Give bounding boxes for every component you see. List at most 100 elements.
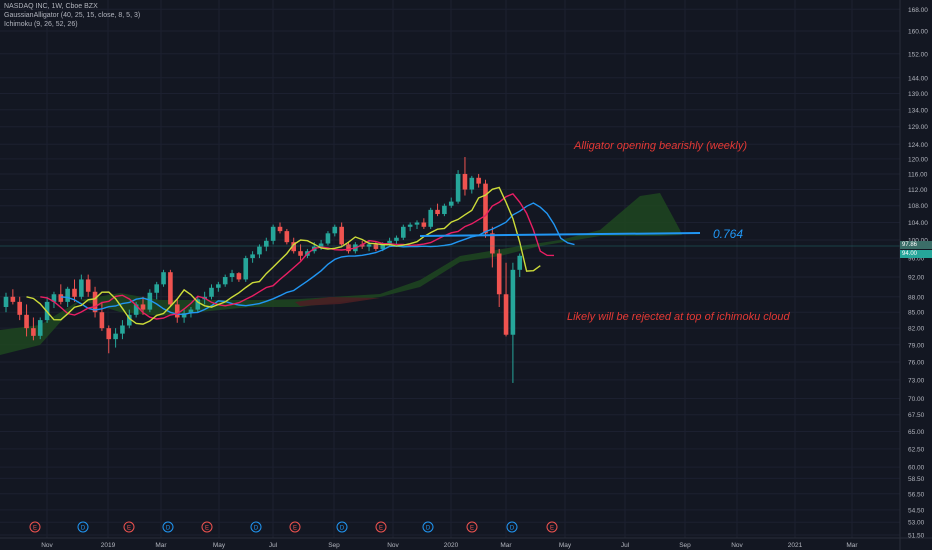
dividend-marker — [336, 521, 348, 533]
alligator-indicator-label: GaussianAlligator (40, 25, 15, close, 8,… — [4, 12, 141, 19]
candle-body — [421, 222, 427, 227]
candle-body — [37, 320, 43, 336]
candle-body — [106, 328, 112, 340]
price-tick-label: 56.50 — [908, 491, 925, 498]
price-tick-label: 129.00 — [908, 124, 928, 131]
candle-body — [10, 296, 16, 302]
price-tick-label: 54.50 — [908, 507, 925, 514]
price-tick-label: 82.00 — [908, 326, 925, 333]
candle-body — [85, 279, 91, 292]
price-tick-label: 108.00 — [908, 203, 928, 210]
candle-body — [140, 304, 146, 310]
chart-legend: NASDAQ INC, 1W, Cboe BZX GaussianAlligat… — [4, 2, 140, 29]
cloud-annotation: Likely will be rejected at top of ichimo… — [567, 311, 790, 323]
candle-body — [483, 183, 488, 234]
candle-body — [510, 269, 516, 335]
candle-body — [442, 205, 447, 215]
time-tick-label: Sep — [679, 542, 691, 549]
price-tick-label: 76.00 — [908, 359, 925, 366]
earnings-marker — [466, 521, 478, 533]
candle-body — [462, 173, 468, 190]
time-tick-label: Nov — [41, 542, 53, 549]
candle-body — [373, 244, 379, 249]
price-tick-label: 60.00 — [908, 465, 925, 472]
candle-body — [195, 299, 201, 310]
candle-body — [31, 328, 36, 336]
candle-body — [243, 258, 249, 280]
candle-body — [188, 309, 194, 314]
earnings-marker — [289, 521, 301, 533]
candle-body — [318, 243, 324, 247]
time-tick-label: Sep — [328, 542, 340, 549]
candle-body — [250, 254, 255, 259]
marker-letter: E — [127, 526, 131, 532]
marker-letter: E — [470, 526, 474, 532]
candle-body — [174, 304, 180, 318]
candle-body — [401, 226, 406, 238]
candle-body — [147, 292, 153, 310]
candle-body — [229, 273, 235, 278]
candle-body — [99, 312, 105, 329]
earnings-marker — [123, 521, 135, 533]
marker-letter: D — [340, 526, 345, 532]
price-tick-label: 160.00 — [908, 28, 928, 35]
candle-body — [113, 333, 118, 340]
candle-body — [236, 273, 242, 280]
time-tick-label: Mar — [846, 542, 858, 549]
dividend-marker — [506, 521, 518, 533]
candle-body — [428, 209, 433, 227]
price-tag-current: 94.00 — [900, 250, 932, 258]
earnings-marker — [375, 521, 387, 533]
earnings-marker — [29, 521, 41, 533]
candle-body — [490, 233, 495, 254]
alligator-teeth-line — [40, 192, 555, 320]
candle-body — [51, 294, 57, 302]
candle-body — [339, 226, 344, 245]
price-tick-label: 139.00 — [908, 91, 928, 98]
alligator-lines — [0, 186, 900, 325]
candle-body — [407, 224, 413, 227]
time-tick-label: 2020 — [444, 542, 459, 549]
candle-body — [24, 314, 29, 329]
price-tick-label: 96.00 — [908, 256, 925, 263]
candle-body — [277, 226, 283, 232]
candle-body — [216, 284, 221, 288]
candle-body — [264, 240, 269, 247]
price-tick-label: 168.00 — [908, 7, 928, 14]
candle-body — [92, 291, 98, 313]
marker-letter: D — [426, 526, 431, 532]
candle-body — [209, 287, 214, 297]
marker-letter: D — [510, 526, 515, 532]
time-tick-label: Mar — [155, 542, 167, 549]
candle-body — [270, 226, 276, 241]
marker-letter: D — [254, 526, 259, 532]
candle-body — [284, 231, 290, 243]
alligator-lips-line — [26, 186, 541, 325]
price-tick-label: 134.00 — [908, 107, 928, 114]
candle-body — [496, 253, 502, 295]
earnings-marker — [201, 521, 213, 533]
candle-body — [394, 237, 399, 241]
symbol-label: NASDAQ INC, 1W, Cboe BZX — [4, 3, 98, 10]
alligator-jaw-line — [60, 202, 575, 316]
marker-letter: E — [205, 526, 209, 532]
candle-body — [291, 242, 296, 252]
dividend-marker — [422, 521, 434, 533]
price-tick-label: 116.00 — [908, 171, 928, 178]
time-tick-label: May — [213, 542, 226, 549]
candle-body — [17, 301, 22, 315]
candle-body — [3, 296, 9, 308]
candle-body — [346, 244, 351, 252]
price-tick-label: 79.00 — [908, 342, 925, 349]
candle-body — [120, 325, 125, 334]
candle-body — [387, 240, 392, 244]
time-tick-label: Jul — [621, 542, 630, 549]
candle-body — [469, 177, 475, 190]
time-axis[interactable]: Nov 2019 Mar May Jul Sep Nov 2020 Mar May Jul Sep No… — [41, 542, 858, 549]
price-tick-label: 65.00 — [908, 429, 925, 436]
fib-level-annotation: 0.764 — [713, 227, 744, 241]
alligator-annotation: Alligator opening bearishly (weekly) — [574, 140, 748, 152]
